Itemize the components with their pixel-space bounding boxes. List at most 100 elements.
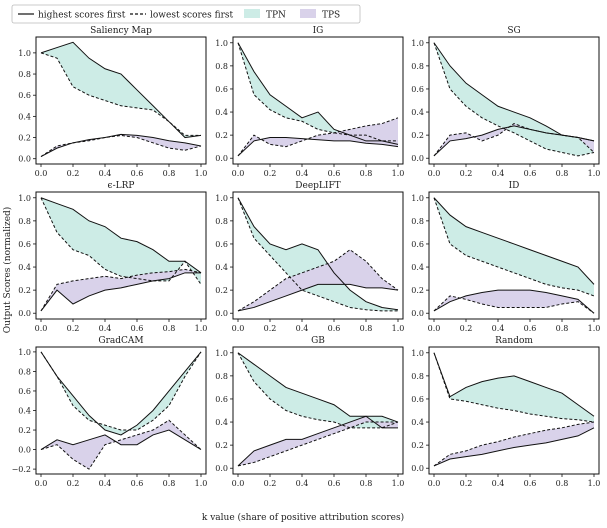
highest-scores-first-line-top [40, 351, 202, 436]
panel-gradcam: GradCAM −0.2 0.0 0.2 0.4 0.6 0.8 1.0 0.0 0.2 0.4 0.… [12, 336, 208, 488]
legend-label-highest: highest scores first [38, 11, 126, 21]
lowest-scores-first-line-bottom [237, 421, 398, 467]
y-tick-label: 0.2 [411, 441, 424, 450]
tpn-band [238, 352, 398, 428]
x-tick-label: 0.8 [360, 324, 373, 333]
lowest-scores-first-line-bottom [40, 268, 202, 312]
x-tick-label: 0.8 [163, 479, 176, 488]
x-tick-label: 0.6 [328, 324, 341, 333]
y-tick-label: 1.0 [215, 194, 228, 203]
y-tick-label: 0.2 [18, 134, 31, 143]
panel-title: GradCAM [98, 336, 143, 346]
x-tick-label: 0.0 [35, 479, 48, 488]
legend-label-lowest: lowest scores first [150, 11, 234, 21]
y-tick-label: 0.0 [411, 154, 424, 163]
x-tick-label: 0.2 [67, 479, 80, 488]
y-tick-label: 0.4 [18, 263, 31, 272]
x-tick-label: 0.6 [524, 479, 537, 488]
panel-gb: GB 0.0 0.2 0.4 0.6 0.8 1.0 0.0 0.2 0.4 0.6 0.8 1.0 [215, 336, 404, 488]
y-tick-label: 0.6 [18, 387, 31, 396]
panel-frame [428, 36, 600, 165]
y-tick-label: 1.0 [18, 49, 31, 58]
x-tick-label: 0.8 [556, 479, 569, 488]
panel-plot-area [433, 352, 595, 467]
y-tick-label: 0.0 [18, 155, 31, 164]
lowest-scores-first-line-bottom [40, 134, 202, 158]
y-tick-label: 0.8 [18, 367, 31, 376]
x-tick-label: 0.6 [524, 169, 537, 178]
y-tick-label: 0.0 [18, 309, 31, 318]
tpn-band [434, 42, 594, 156]
panel-title: GB [311, 336, 325, 346]
x-tick-label: 0.4 [99, 479, 112, 488]
panel-frame [232, 191, 404, 320]
y-tick-label: 0.8 [215, 62, 228, 71]
y-tick-label: 0.8 [18, 217, 31, 226]
y-tick-label: 1.0 [411, 194, 424, 203]
x-tick-label: 0.0 [35, 169, 48, 178]
x-tick-label: 0.2 [264, 169, 277, 178]
tps-band [434, 422, 594, 466]
panel-plot-area [433, 197, 595, 314]
lowest-scores-first-line-top [433, 42, 595, 157]
panel-title: SG [507, 26, 520, 36]
highest-scores-first-line-top [40, 197, 202, 274]
panel-title: Random [495, 336, 533, 346]
highest-scores-first-line-bottom [237, 136, 399, 157]
x-tick-label: 0.4 [296, 479, 309, 488]
legend-tpn-swatch [244, 9, 260, 18]
panel-plot-area [237, 197, 399, 312]
y-tick-label: 0.0 [215, 464, 228, 473]
y-tick-label: 0.0 [215, 154, 228, 163]
tpn-band [238, 42, 398, 145]
panel-deeplift: DeepLIFT 0.0 0.2 0.4 0.6 0.8 1.0 0.0 0.2 0.4 0.6 0.… [215, 181, 404, 333]
y-tick-label: 0.6 [215, 85, 228, 94]
x-tick-label: 0.0 [428, 479, 441, 488]
y-tick-label: 0.4 [18, 112, 31, 121]
y-tick-label: 0.2 [18, 286, 31, 295]
x-tick-label: 0.4 [492, 324, 505, 333]
tps-band [238, 117, 398, 156]
y-tick-label: 0.6 [411, 240, 424, 249]
x-tick-label: 0.4 [99, 324, 112, 333]
x-tick-label: 0.6 [328, 479, 341, 488]
y-tick-label: 0.8 [411, 372, 424, 381]
legend: highest scores first lowest scores first… [11, 4, 361, 24]
x-tick-label: 0.6 [131, 169, 144, 178]
tpn-band [41, 197, 201, 285]
highest-scores-first-line-bottom [237, 415, 398, 467]
y-tick-label: 0.2 [215, 286, 228, 295]
y-tick-label: 0.4 [18, 407, 31, 416]
y-tick-label: 0.6 [411, 395, 424, 404]
x-tick-label: 0.6 [131, 479, 144, 488]
y-tick-label: 0.4 [215, 418, 228, 427]
panel-random: Random 0.0 0.2 0.4 0.6 0.8 1.0 0.0 0.2 0.4 0.6 0.8 1… [411, 336, 600, 488]
lowest-scores-first-line-top [237, 197, 398, 312]
highest-scores-first-line-bottom [433, 427, 595, 467]
x-tick-label: 0.6 [328, 169, 341, 178]
x-tick-label: 0.8 [163, 324, 176, 333]
panel-id: ID 0.0 0.2 0.4 0.6 0.8 1.0 0.0 0.2 0.4 0.6 0.8 1.0 [411, 181, 600, 333]
y-tick-label: 0.8 [215, 217, 228, 226]
y-tick-label: 1.0 [411, 39, 424, 48]
tpn-band [434, 352, 594, 423]
highest-scores-first-line-top [433, 197, 595, 285]
x-tick-label: 1.0 [588, 479, 601, 488]
x-tick-label: 0.8 [360, 479, 373, 488]
panel-title: DeepLIFT [295, 181, 340, 191]
tps-band [41, 134, 201, 157]
x-tick-label: 0.2 [460, 479, 473, 488]
y-tick-label: 0.6 [18, 91, 31, 100]
x-tick-label: 0.4 [99, 169, 112, 178]
y-tick-label: 1.0 [411, 349, 424, 358]
x-tick-label: 0.8 [556, 324, 569, 333]
x-tick-label: 1.0 [392, 169, 405, 178]
y-tick-label: 1.0 [215, 349, 228, 358]
y-tick-label: 0.6 [215, 240, 228, 249]
tpn-band [238, 197, 398, 311]
x-tick-label: 0.2 [67, 169, 80, 178]
lowest-scores-first-line-bottom [433, 421, 595, 467]
x-tick-label: 0.4 [296, 324, 309, 333]
legend-label-tpn: TPN [266, 11, 286, 21]
y-tick-label: 1.0 [18, 348, 31, 357]
